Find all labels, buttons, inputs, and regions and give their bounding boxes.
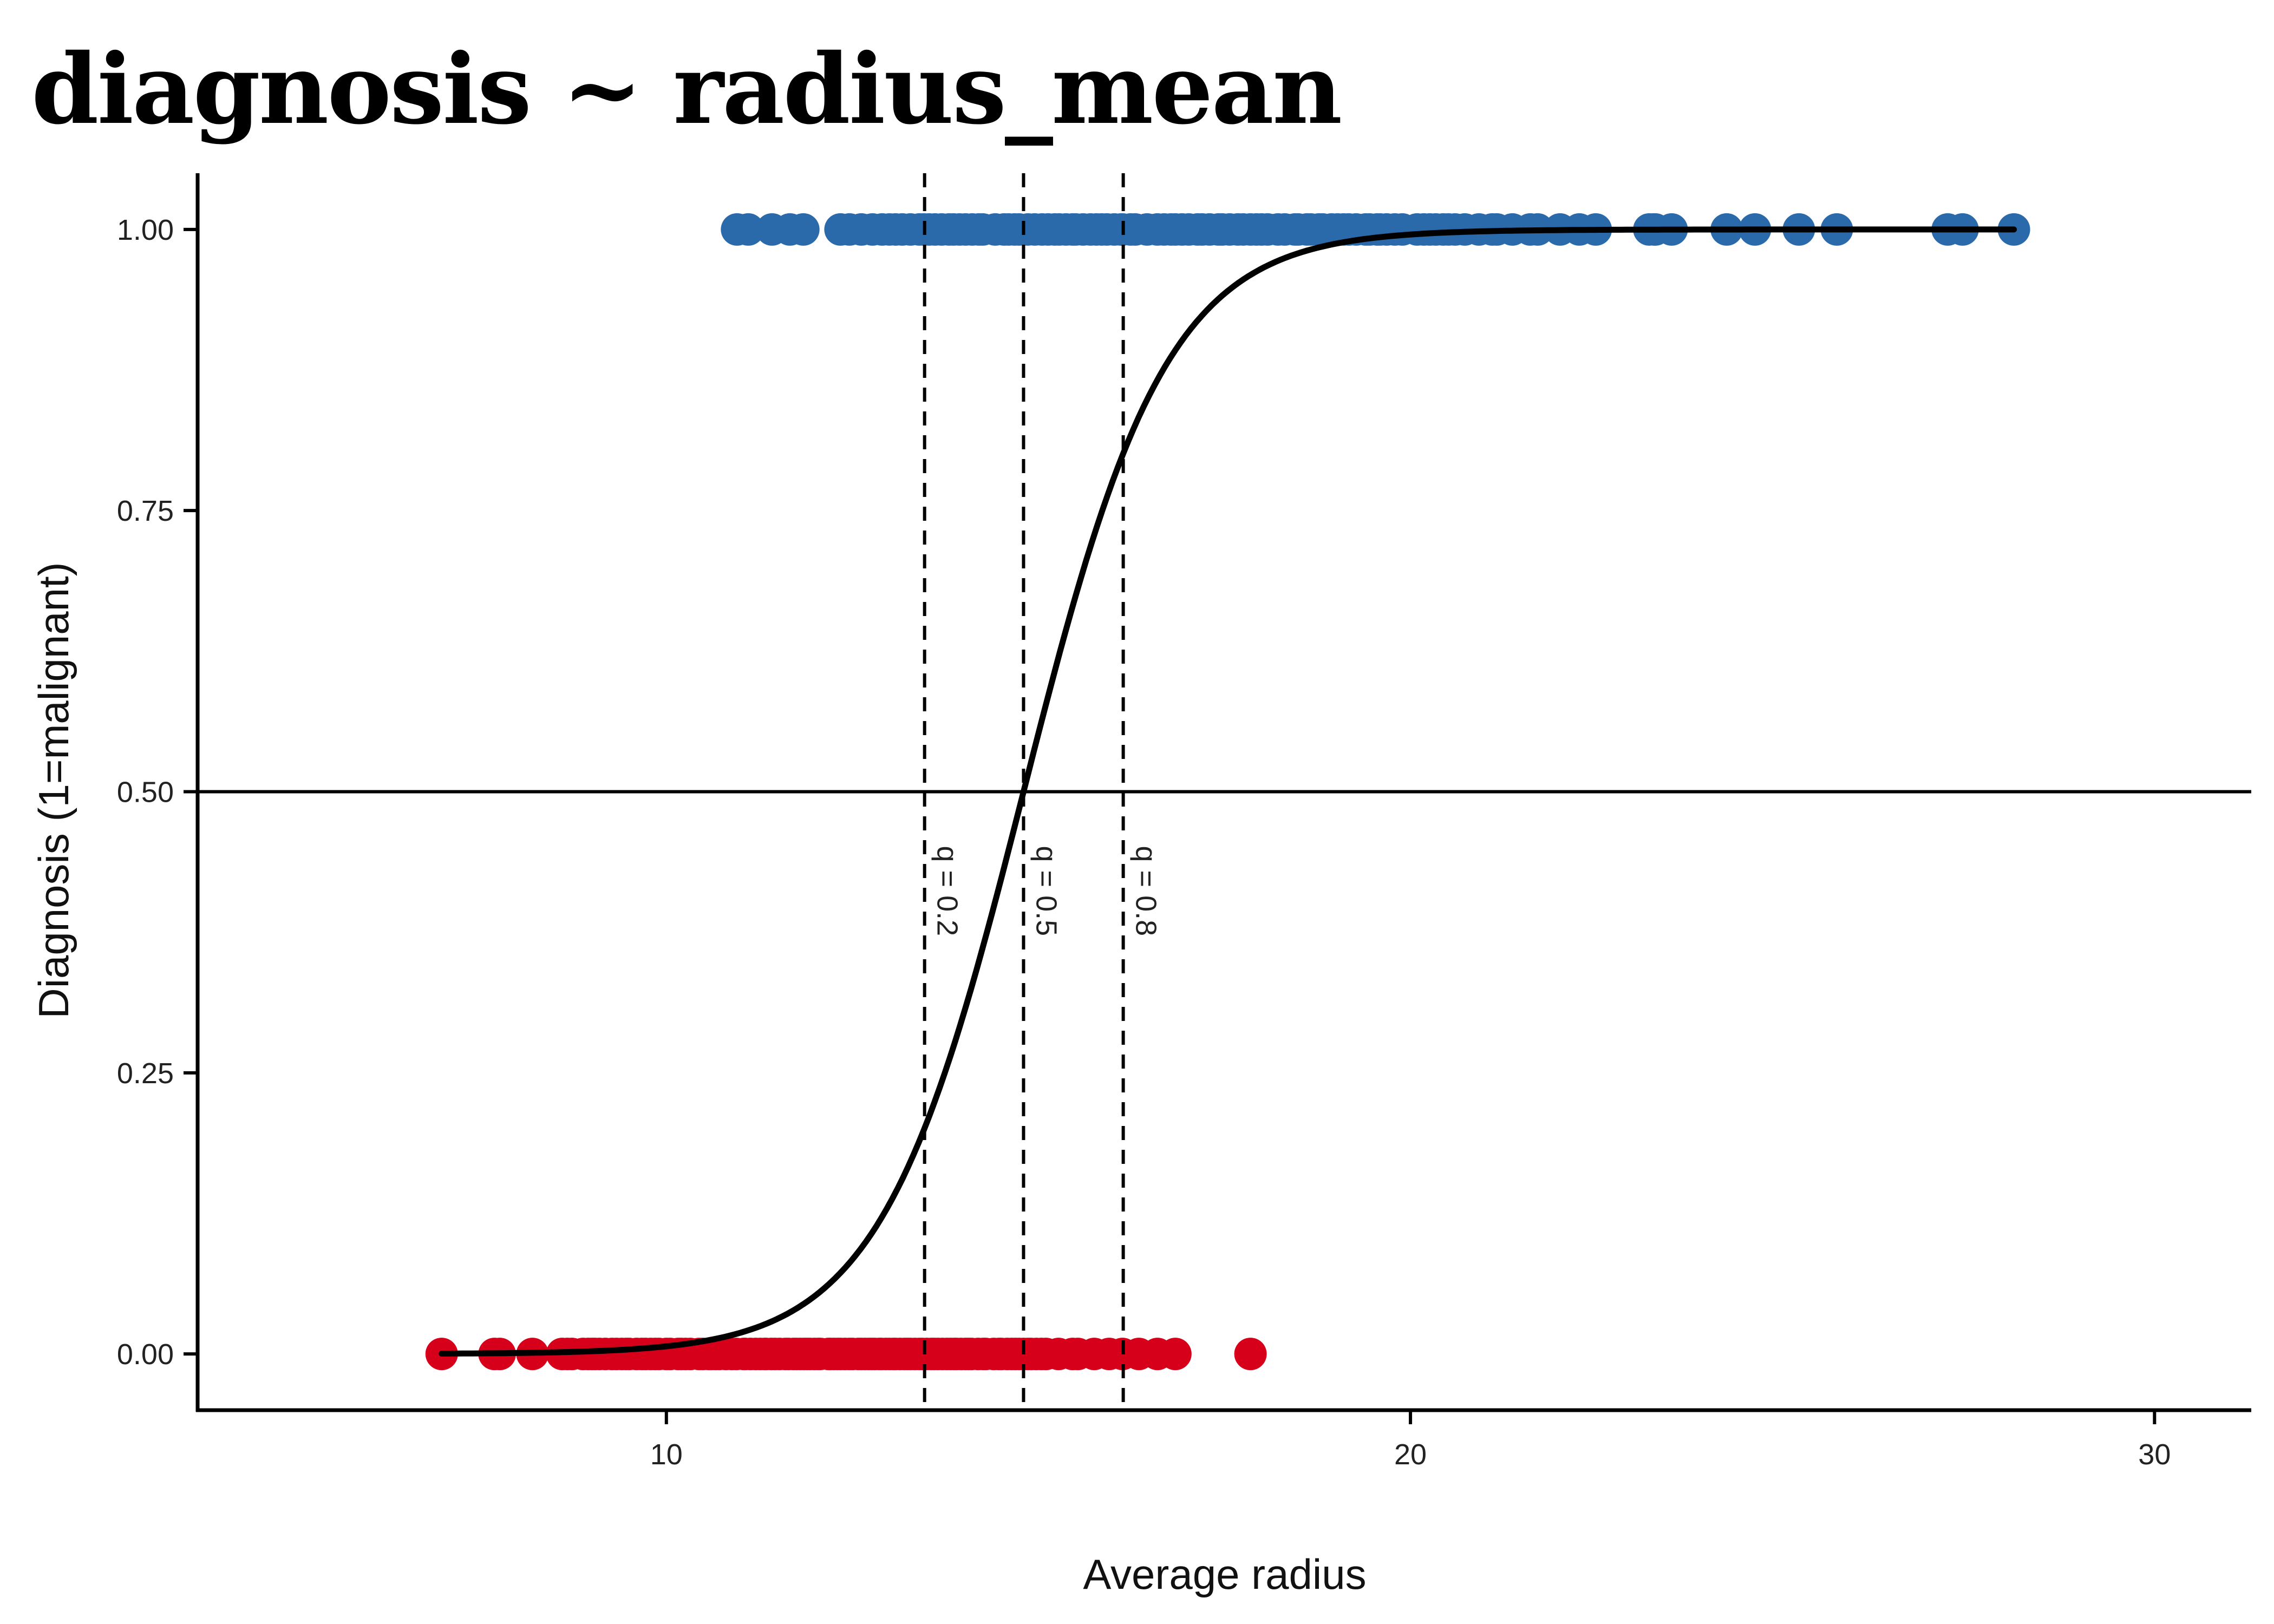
ticks-layer: 10 20 30 0.00 0.25 0.50 0.75 1.00	[117, 214, 2171, 1471]
x-tick-label: 30	[2138, 1438, 2171, 1471]
y-tick-label: 0.25	[117, 1057, 174, 1090]
malignant-point	[731, 213, 764, 246]
y-tick-label: 0.75	[117, 495, 174, 527]
malignant-point	[787, 213, 820, 246]
y-tick-label: 0.50	[117, 776, 174, 809]
x-tick-label: 10	[650, 1438, 683, 1471]
quantile-label: q = 0.2	[931, 846, 964, 937]
reference-lines-layer: q = 0.2 q = 0.5 q = 0.8	[198, 173, 2251, 1410]
logistic-fit-curve	[439, 226, 2017, 1357]
x-tick-label: 20	[1394, 1438, 1427, 1471]
y-axis-title: Diagnosis (1=malignant)	[30, 562, 77, 1018]
x-axis-title: Average radius	[1083, 1550, 1366, 1598]
benign-point	[1234, 1338, 1267, 1371]
benign-point	[1159, 1338, 1192, 1371]
y-tick-label: 1.00	[117, 214, 174, 246]
chart-title: diagnosis ~ radius_mean	[31, 32, 1342, 146]
quantile-label: q = 0.5	[1030, 846, 1062, 937]
y-tick-label: 0.00	[117, 1338, 174, 1371]
quantile-label: q = 0.8	[1130, 846, 1162, 937]
